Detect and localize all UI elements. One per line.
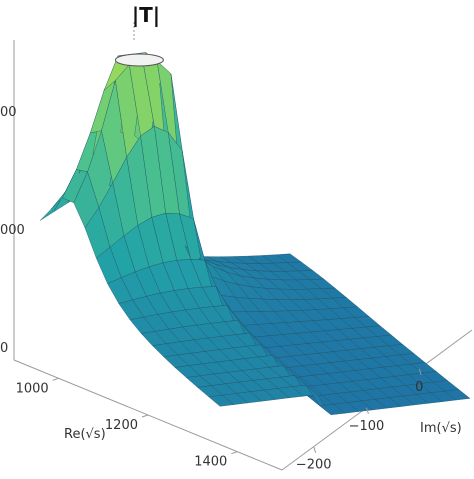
x-tick-mark (141, 414, 149, 418)
clipped-peak-cap (114, 53, 164, 67)
x-tick-label: 1200 (105, 418, 138, 433)
y-tick-mark (418, 368, 422, 376)
y-tick-label: 0 (415, 380, 423, 395)
z-tick-label: 0 (0, 341, 8, 356)
y-tick-mark (365, 407, 369, 414)
y-tick-label: −200 (296, 458, 332, 473)
x-tick-label: 1400 (194, 455, 227, 470)
y-axis-title: Im(√s) (420, 421, 462, 436)
x-tick-mark (52, 377, 59, 381)
y-axis-ticks: −200 −100 0 (296, 368, 423, 473)
z-tick-label: 000 (0, 223, 25, 238)
y-tick-label: −100 (349, 419, 385, 434)
x-axis-title: Re(√s) (64, 427, 106, 442)
surface (39, 51, 471, 416)
z-tick-label: 00 (0, 105, 17, 120)
x-tick-mark (231, 451, 238, 455)
x-tick-label: 1000 (16, 381, 49, 396)
y-tick-mark (313, 446, 317, 453)
surface-patch (444, 389, 471, 401)
plot-title: |T| (132, 3, 160, 27)
x-axis-ticks: 1000 1200 1400 (16, 377, 238, 470)
